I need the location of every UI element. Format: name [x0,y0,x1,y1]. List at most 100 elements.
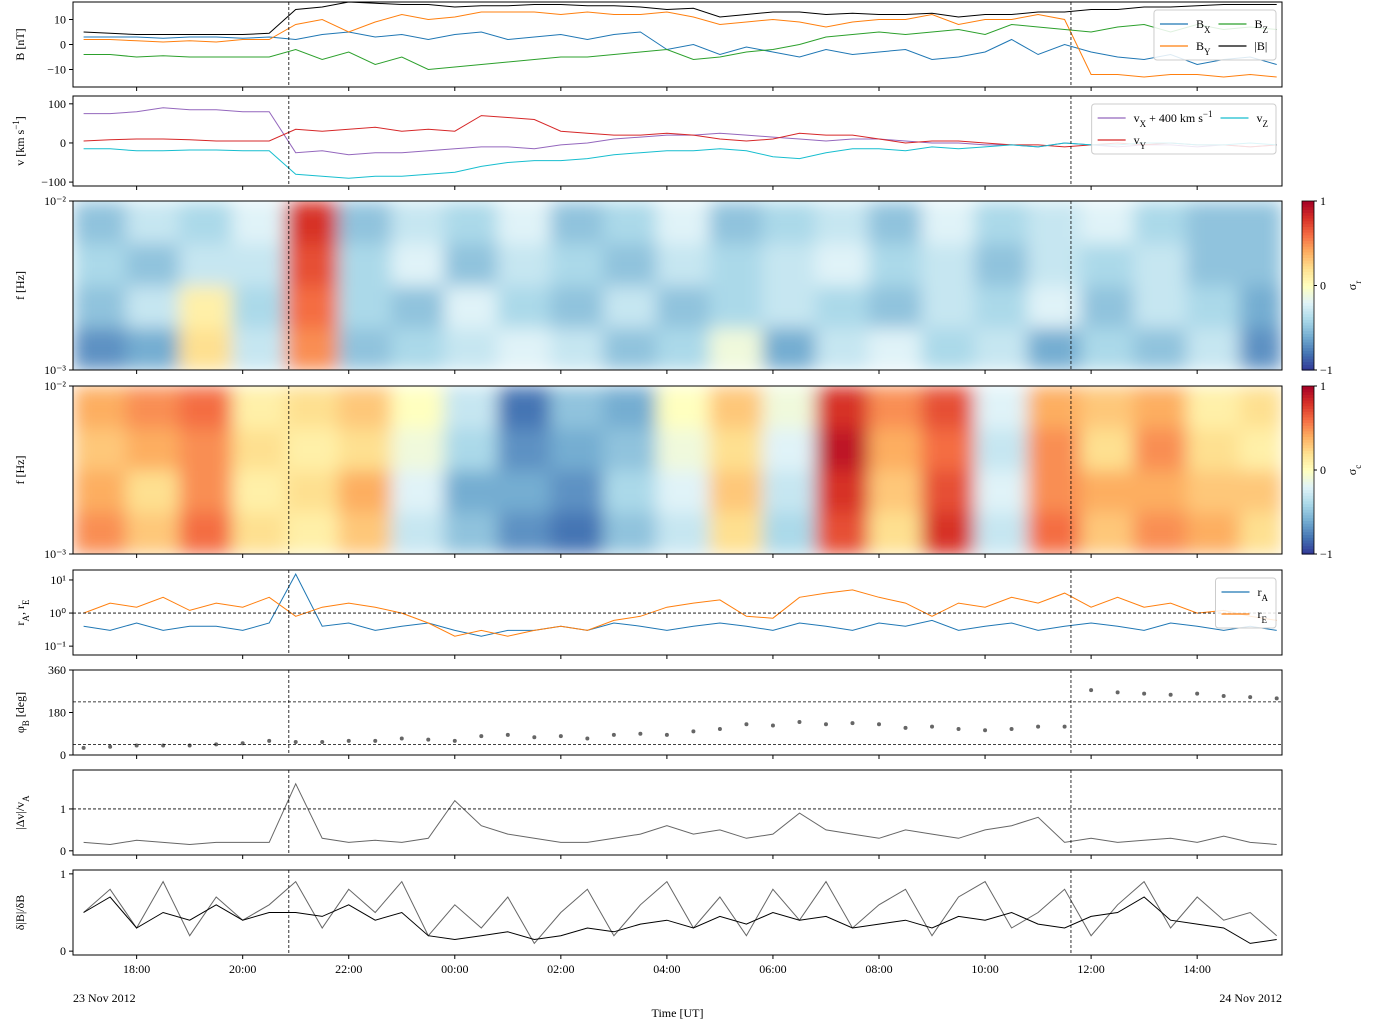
colorbar-swatch [1302,520,1314,524]
heatmap-cell [868,243,922,287]
heatmap-cell [497,386,551,429]
y-axis-label: v [km s−1] [11,116,27,166]
heatmap-cell [1186,470,1241,513]
point [1115,690,1120,695]
colorbar-swatch [1302,226,1314,230]
legend-label: rA [1258,585,1269,603]
colorbar-swatch [1302,400,1314,404]
axes-frame [72,669,1283,756]
heatmap-cell [974,285,1028,329]
colorbar-swatch [1302,257,1314,261]
colorbar-swatch [1302,229,1314,233]
colorbar-swatch [1302,251,1314,256]
date-label: 23 Nov 2012 [73,991,136,1005]
heatmap-cell [179,201,233,244]
colorbar-swatch [1302,467,1314,471]
colorbar-swatch [1302,545,1314,549]
y-tick-label: 10 [54,13,66,27]
y-axis-label: rA, rE [13,599,31,626]
colorbar-swatch [1302,223,1314,227]
heatmap-cell [338,243,392,287]
colorbar-tick-label: 1 [1320,379,1326,393]
colorbar-swatch [1302,506,1314,510]
heatmap-cell [1027,285,1081,329]
point [267,738,272,743]
point [293,740,298,745]
colorbar-swatch [1302,408,1314,412]
colorbar-swatch [1302,397,1314,401]
y-tick-label: 360 [48,663,66,677]
y-tick-label: 0 [60,136,66,150]
heatmap-cell [338,470,392,513]
colorbar-swatch [1302,447,1314,451]
heatmap-cell [762,243,816,287]
colorbar-swatch [1302,291,1314,295]
y-tick-label: 10⁻² [44,379,66,393]
x-tick-label: 04:00 [653,962,680,976]
colorbar-swatch [1302,425,1314,429]
heatmap-cell [285,285,339,329]
heatmap-cell [603,470,657,513]
heatmap-cell [656,428,710,471]
heatmap-cell [815,470,869,513]
heatmap-cell [1186,428,1241,471]
colorbar-swatch [1302,464,1314,468]
heatmap-cell [815,386,869,429]
colorbar-swatch [1302,492,1314,496]
colorbar-swatch [1302,355,1314,360]
legend-box [1215,577,1277,629]
colorbar-swatch [1302,456,1314,460]
colorbar-label: σc [1345,465,1363,475]
heatmap-cell [179,243,233,287]
heatmap-cell [338,201,392,244]
heatmap-cell [1080,386,1135,429]
heatmap-cell [391,243,445,287]
colorbar-swatch [1302,333,1314,337]
colorbar-swatch [1302,475,1314,479]
colorbar-swatch [1302,347,1314,351]
point [1221,693,1226,698]
y-axis-label: f [Hz] [13,271,27,300]
heatmap-cell [126,201,180,244]
heatmap-cell [1133,386,1188,429]
heatmap-cell [444,285,498,329]
point [81,745,86,750]
x-tick-label: 14:00 [1183,962,1210,976]
heatmap-cell [338,327,392,370]
colorbar-swatch [1302,509,1314,513]
heatmap-cell [179,327,233,370]
point [797,719,802,724]
colorbar-swatch [1302,433,1314,437]
colorbar-swatch [1302,503,1314,507]
colorbar-swatch [1302,517,1314,521]
heatmap-cell [285,470,339,513]
heatmap-cell [73,243,127,287]
colorbar-swatch [1302,339,1314,343]
colorbar-swatch [1302,279,1314,284]
colorbar-swatch [1302,472,1314,477]
heatmap-cell [921,470,975,513]
colorbar-swatch [1302,243,1314,247]
colorbar-swatch [1302,274,1314,278]
heatmap-cell [762,511,816,554]
point [108,744,113,749]
legend-box [1153,9,1277,61]
heatmap-cell [1186,285,1241,329]
colorbar-swatch [1302,388,1314,393]
heatmap-cell [921,386,975,429]
colorbar-swatch [1302,265,1314,270]
heatmap-cell [1186,201,1241,244]
colorbar-swatch [1302,411,1314,415]
colorbar-swatch [1302,484,1314,488]
heatmap-cell [815,285,869,329]
colorbar-swatch [1302,271,1314,275]
y-tick-label: 1 [60,802,66,816]
colorbar-swatch [1302,416,1314,421]
point [505,732,510,737]
heatmap-cell [1239,327,1282,370]
heatmap-cell [709,428,763,471]
colorbar-swatch [1302,302,1314,306]
x-tick-label: 20:00 [229,962,256,976]
heatmap-cell [868,428,922,471]
